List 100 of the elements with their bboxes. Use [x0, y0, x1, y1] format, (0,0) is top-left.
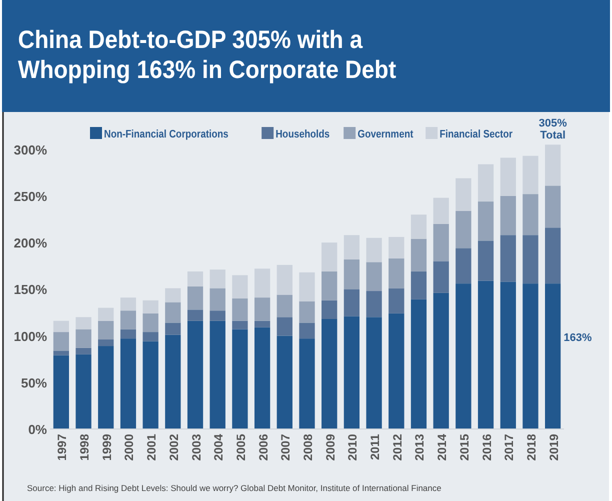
bar [98, 308, 114, 321]
bar [478, 280, 494, 429]
x-tick-label: 2010 [346, 434, 360, 461]
bar [322, 300, 338, 319]
bar [98, 340, 114, 346]
x-tick-label: 2015 [457, 434, 472, 461]
bar [76, 354, 92, 429]
bar [276, 317, 292, 336]
bar [53, 320, 69, 332]
bar [456, 284, 472, 429]
bar [276, 264, 292, 295]
bar [165, 302, 181, 323]
bar [478, 202, 494, 241]
bar [322, 318, 338, 429]
bar [120, 338, 136, 429]
bar [210, 320, 226, 429]
chart-title: China Debt-to-GDP 305% with a Whopping 163% in Corporate Debt [18, 26, 396, 84]
y-tick-label: 250% [14, 188, 48, 204]
bar [142, 313, 158, 332]
x-tick-label: 2014 [435, 434, 450, 461]
bar [522, 284, 538, 429]
source-note: Source: High and Rising Debt Levels: Should we worry? Global Debt Monitor, Institute of International Finance [27, 483, 442, 493]
bar [366, 238, 382, 262]
bar [299, 338, 315, 429]
bar [53, 350, 69, 356]
bar [232, 329, 248, 429]
bar [53, 355, 69, 429]
bar [388, 236, 404, 258]
y-tick-label: 150% [14, 282, 48, 298]
bar [165, 288, 181, 302]
x-tick-label: 2019 [546, 434, 561, 461]
y-tick-label: 0% [28, 422, 48, 437]
bar [299, 272, 315, 302]
x-tick-label: 2016 [480, 434, 494, 461]
x-tick-label: 2000 [122, 434, 136, 461]
bar [545, 144, 561, 186]
bar [276, 336, 292, 429]
x-tick-label: 2004 [212, 434, 226, 461]
bar [187, 310, 204, 321]
bar [366, 262, 382, 292]
annotation: 163% [564, 332, 592, 344]
bar [254, 298, 270, 321]
bar [142, 300, 158, 314]
bar [210, 270, 226, 288]
bar [366, 317, 382, 429]
x-tick-label: 2007 [278, 434, 293, 461]
bar [410, 214, 427, 239]
bar [500, 196, 516, 236]
bar [478, 240, 494, 281]
bar [142, 341, 158, 429]
bar [98, 346, 114, 429]
bar [545, 284, 561, 429]
bar [210, 288, 226, 311]
x-tick-label: 2011 [368, 434, 382, 460]
legend-label: Financial Sector [440, 128, 513, 141]
x-tick-label: 2006 [256, 434, 270, 461]
x-tick-label: 1999 [100, 434, 114, 461]
bar [254, 320, 270, 328]
legend-label: Households [276, 128, 330, 141]
bar [344, 289, 360, 316]
bar [500, 282, 516, 429]
x-tick-label: 2013 [412, 434, 427, 461]
bar [299, 301, 315, 323]
bar [388, 313, 404, 429]
bar [165, 322, 181, 335]
bar [98, 320, 114, 340]
bar [53, 332, 69, 351]
bar [388, 288, 404, 314]
bar [76, 348, 92, 354]
annotation: 305% Total [538, 118, 568, 142]
bar [545, 228, 561, 284]
bar [232, 298, 248, 321]
bar [388, 258, 404, 288]
bar [500, 235, 516, 282]
bar [187, 286, 204, 310]
y-tick-label: 300% [14, 142, 48, 158]
x-tick-label: 1998 [78, 434, 92, 461]
bar [366, 291, 382, 318]
bar [187, 320, 204, 429]
y-tick-label: 100% [14, 328, 48, 344]
bar [522, 235, 538, 284]
x-tick-label: 2018 [524, 434, 538, 461]
x-tick-label: 2008 [301, 434, 315, 461]
bar [456, 210, 472, 248]
bar [120, 310, 136, 330]
x-tick-label: 2002 [166, 434, 181, 461]
x-tick-label: 2009 [323, 434, 338, 461]
bar [254, 327, 270, 429]
bar [344, 316, 360, 429]
legend-label: Government [358, 128, 414, 141]
x-tick-label: 2005 [234, 434, 248, 461]
bar [276, 294, 292, 318]
bar [410, 238, 427, 272]
bar [76, 329, 92, 348]
bar [254, 268, 270, 298]
bar [210, 310, 226, 321]
bar [433, 292, 449, 429]
bar [456, 178, 472, 211]
bar [120, 329, 136, 339]
bar [433, 261, 449, 293]
